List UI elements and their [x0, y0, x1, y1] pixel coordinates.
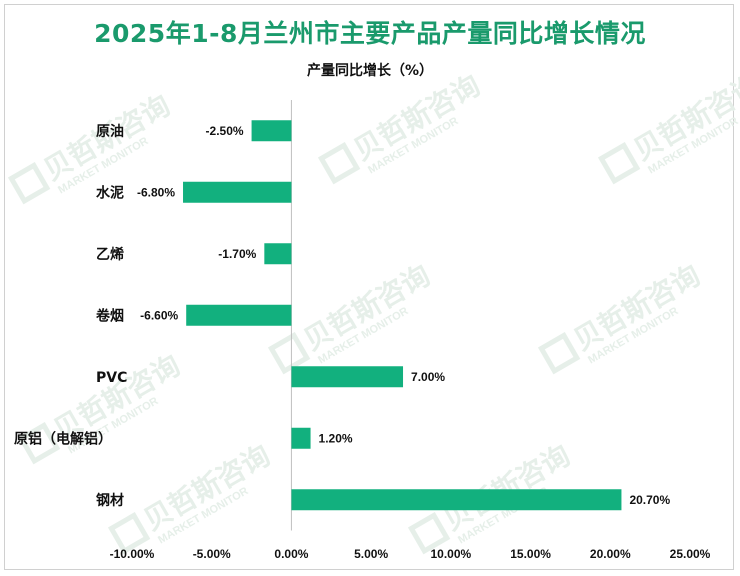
- data-label: 1.20%: [319, 431, 353, 445]
- data-label: -6.80%: [137, 185, 175, 199]
- category-label: PVC: [96, 370, 127, 386]
- bar: [291, 366, 404, 388]
- chart-subtitle: 产量同比增长（%）: [306, 63, 434, 79]
- x-tick-label: -5.00%: [193, 547, 231, 561]
- data-label: -6.60%: [140, 308, 178, 322]
- bar: [291, 489, 622, 511]
- svg-text:贝哲斯咨询: 贝哲斯咨询: [138, 438, 276, 537]
- x-tick-label: 25.00%: [670, 547, 711, 561]
- category-label: 卷烟: [95, 307, 124, 324]
- chart-title: 2025年1-8月兰州市主要产品产量同比增长情况: [94, 19, 646, 48]
- bar: [183, 181, 292, 203]
- category-label: 原铝（电解铝）: [14, 430, 112, 447]
- x-tick-label: 10.00%: [431, 547, 472, 561]
- bar: [186, 304, 292, 326]
- svg-text:贝哲斯咨询: 贝哲斯咨询: [348, 68, 486, 167]
- data-label: -2.50%: [206, 124, 244, 138]
- svg-text:贝哲斯咨询: 贝哲斯咨询: [568, 258, 706, 357]
- x-tick-label: 15.00%: [510, 547, 551, 561]
- x-tick-label: 0.00%: [274, 547, 308, 561]
- data-label: -1.70%: [218, 247, 256, 261]
- bar: [264, 243, 292, 265]
- bars-layer: [183, 120, 622, 511]
- bar: [291, 427, 311, 449]
- category-label: 钢材: [96, 492, 124, 509]
- x-tick-labels: -10.00% -5.00% 0.00% 5.00% 10.00% 15.00% 20.00…: [110, 547, 711, 561]
- svg-text:贝哲斯咨询: 贝哲斯咨询: [438, 438, 576, 537]
- svg-text:贝哲斯咨询: 贝哲斯咨询: [298, 258, 436, 357]
- x-tick-label: -10.00%: [110, 547, 155, 561]
- category-label: 原油: [96, 123, 124, 140]
- data-label: 20.70%: [629, 493, 670, 507]
- data-label: 7.00%: [411, 370, 445, 384]
- x-tick-label: 5.00%: [354, 547, 388, 561]
- category-label: 乙烯: [96, 246, 124, 263]
- data-labels: -2.50% -6.80% -1.70% -6.60% 7.00% 1.20% 20.70%: [137, 124, 670, 507]
- category-label: 水泥: [96, 184, 124, 201]
- x-tick-label: 20.00%: [590, 547, 631, 561]
- bar: [251, 120, 292, 142]
- chart-frame: [4, 4, 734, 570]
